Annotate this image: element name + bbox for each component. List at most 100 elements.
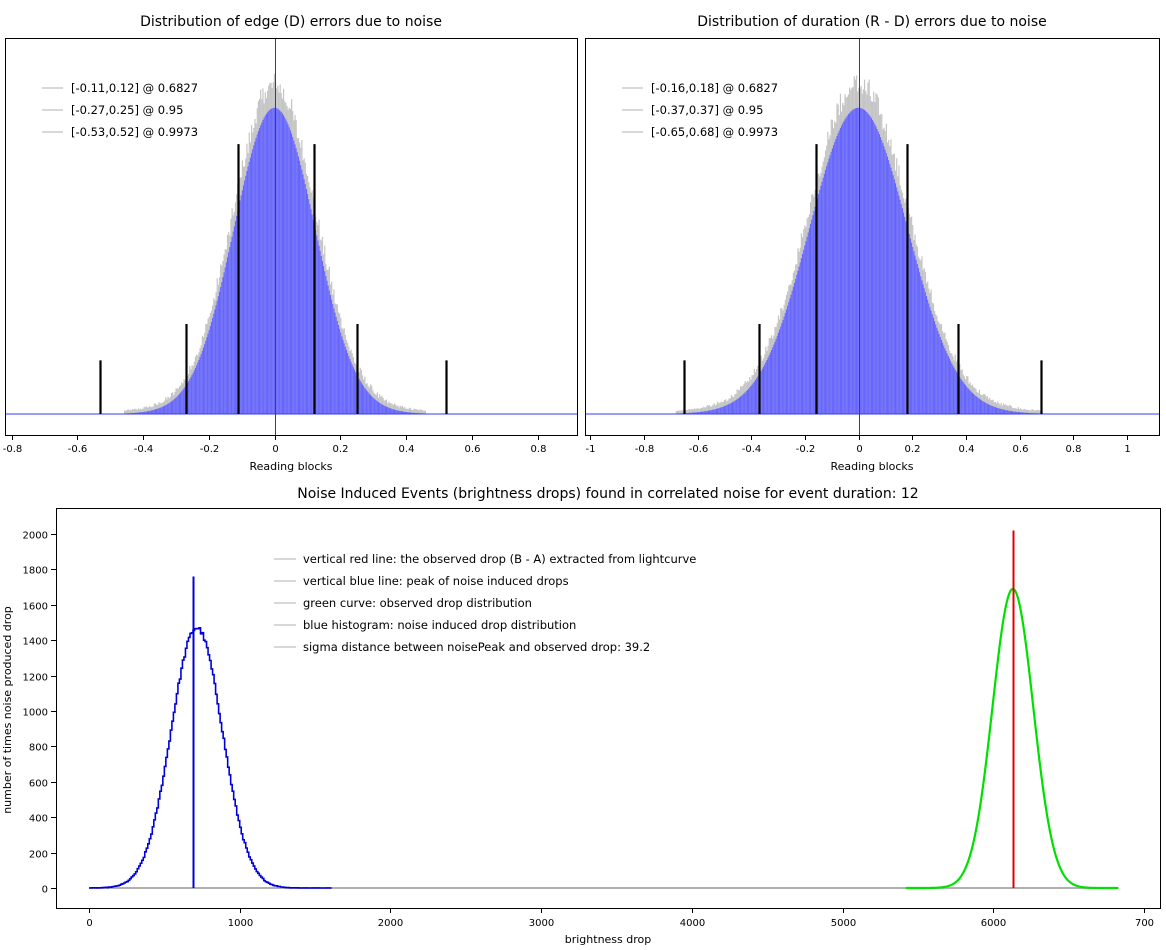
histogram-blue-bar <box>216 300 218 414</box>
histogram-blue-bar <box>368 393 370 414</box>
x-tick-label: -0.6 <box>68 444 88 455</box>
histogram-blue-bar <box>746 390 749 414</box>
histogram-blue-bar <box>775 338 777 414</box>
histogram-blue-bar <box>315 230 317 414</box>
histogram-blue-bar <box>967 387 969 414</box>
histogram-gray-bar <box>686 409 688 414</box>
histogram-blue-bar <box>265 113 268 414</box>
histogram-blue-bar <box>857 107 859 414</box>
histogram-blue-bar <box>897 191 899 414</box>
histogram-blue-bar <box>297 156 300 414</box>
histogram-blue-bar <box>935 324 937 414</box>
histogram-gray-bar <box>704 407 706 414</box>
histogram-gray-bar <box>1021 409 1023 414</box>
histogram-blue-bar <box>288 127 290 415</box>
histogram-blue-bar <box>780 326 782 414</box>
histogram-blue-bar <box>936 327 938 414</box>
histogram-blue-bar <box>172 400 174 414</box>
histogram-gray-bar <box>1025 409 1028 414</box>
histogram-blue-bar <box>406 412 408 414</box>
histogram-blue-bar <box>698 412 700 414</box>
histogram-blue-bar <box>1001 409 1003 414</box>
histogram-blue-bar <box>858 107 860 414</box>
histogram-blue-bar <box>1012 411 1014 414</box>
histogram-blue-bar <box>785 309 788 414</box>
y-tick-label: 400 <box>29 814 48 825</box>
histogram-blue-bar <box>376 401 378 414</box>
histogram-blue-bar <box>911 242 913 414</box>
histogram-blue-bar <box>718 408 720 414</box>
histogram-blue-bar <box>835 138 837 414</box>
histogram-blue-bar <box>152 410 154 414</box>
y-tick-label: 600 <box>29 779 48 790</box>
histogram-blue-bar <box>788 302 790 414</box>
histogram-blue-bar <box>1007 410 1009 414</box>
histogram-gray-bar <box>128 409 130 414</box>
histogram-blue-bar <box>711 409 713 414</box>
histogram-blue-bar <box>196 365 198 414</box>
histogram-blue-bar <box>695 412 697 414</box>
histogram-blue-bar <box>311 214 313 414</box>
histogram-blue-bar <box>770 350 773 414</box>
histogram-blue-bar <box>377 402 380 414</box>
histogram-blue-bar <box>380 403 382 414</box>
histogram-blue-bar <box>206 337 208 414</box>
histogram-blue-bar <box>714 409 716 414</box>
histogram-blue-bar <box>391 408 393 414</box>
histogram-blue-bar <box>188 381 190 414</box>
histogram-gray-bar <box>703 406 705 414</box>
histogram-blue-bar <box>945 350 947 414</box>
histogram-blue-bar <box>844 119 846 414</box>
histogram-blue-bar <box>212 318 214 414</box>
histogram-gray-bar <box>399 405 401 414</box>
histogram-blue-bar <box>167 403 169 414</box>
histogram-blue-bar <box>947 356 949 414</box>
histogram-blue-bar <box>804 245 806 414</box>
histogram-blue-bar <box>291 133 293 414</box>
histogram-blue-bar <box>937 330 939 414</box>
histogram-blue-bar <box>333 308 335 414</box>
histogram-blue-bar <box>697 412 699 414</box>
x-tick-label: 0 <box>86 918 92 929</box>
histogram-gray-bar <box>1009 405 1011 414</box>
histogram-blue-bar <box>157 408 159 414</box>
histogram-gray-bar <box>423 410 425 414</box>
histogram-blue-bar <box>303 179 305 414</box>
histogram-blue-bar <box>860 108 862 414</box>
histogram-blue-bar <box>180 392 182 414</box>
histogram-blue-bar <box>846 115 848 415</box>
histogram-blue-bar <box>287 124 289 414</box>
histogram-blue-bar <box>749 387 751 414</box>
histogram-blue-bar <box>318 245 320 414</box>
histogram-blue-bar <box>153 409 155 414</box>
legend-label: vertical blue line: peak of noise induce… <box>303 574 569 588</box>
histogram-blue-bar <box>257 131 260 415</box>
histogram-blue-bar <box>990 405 992 414</box>
chart2-x-axis-label: Reading blocks <box>830 460 914 473</box>
y-tick-label: 0 <box>42 885 48 896</box>
histogram-gray-bar <box>706 405 708 414</box>
histogram-gray-bar <box>1002 403 1005 414</box>
histogram-blue-bar <box>325 276 327 414</box>
histogram-gray-bar <box>138 409 141 414</box>
histogram-blue-bar <box>868 114 870 414</box>
histogram-blue-bar <box>352 367 354 414</box>
histogram-blue-bar <box>137 412 139 414</box>
histogram-blue-bar <box>963 383 966 414</box>
histogram-gray-bar <box>141 409 143 414</box>
histogram-blue-bar <box>184 386 186 414</box>
histogram-blue-bar <box>873 122 875 414</box>
histogram-blue-bar <box>246 171 248 414</box>
histogram-blue-bar <box>349 359 351 414</box>
histogram-gray-bar <box>705 406 707 414</box>
histogram-blue-bar <box>199 356 201 414</box>
histogram-blue-bar <box>769 352 772 414</box>
legend-label: [-0.27,0.25] @ 0.95 <box>71 103 183 117</box>
histogram-gray-bar <box>142 408 144 414</box>
histogram-blue-bar <box>149 410 151 414</box>
histogram-gray-bar <box>1032 409 1034 414</box>
histogram-gray-bar <box>405 408 407 414</box>
histogram-blue-bar <box>875 126 877 414</box>
histogram-blue-bar <box>899 199 901 414</box>
histogram-blue-bar <box>751 384 753 414</box>
